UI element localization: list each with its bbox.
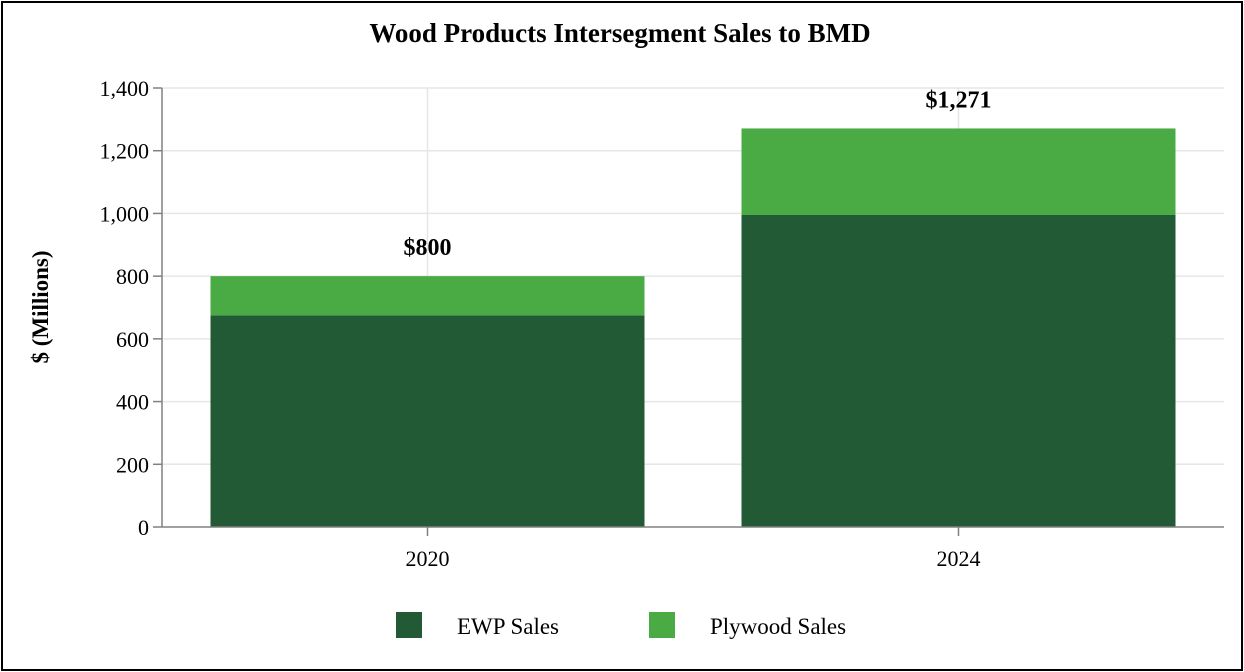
y-tick-label: 200	[116, 452, 149, 477]
legend-label: EWP Sales	[457, 614, 559, 639]
y-tick-label: 1,400	[100, 76, 150, 101]
bar-plywood-sales-2024	[741, 128, 1176, 215]
bar-total-label: $800	[404, 235, 452, 261]
y-tick-label: 1,200	[100, 139, 150, 164]
legend: EWP Sales Plywood Sales	[396, 612, 846, 639]
y-tick-label: 600	[116, 327, 149, 352]
axes: 0 200 400 600 800 1,000 1,200 1,400 2020 2024	[100, 76, 1224, 571]
x-tick-label: 2024	[937, 546, 981, 571]
y-tick-label: 0	[138, 515, 149, 540]
legend-swatch	[649, 612, 675, 638]
bar-ewp-sales-2020	[210, 315, 645, 527]
legend-label: Plywood Sales	[710, 614, 846, 639]
y-axis-label: $ (Millions)	[28, 250, 53, 363]
bar-total-label: $1,271	[926, 87, 992, 113]
y-tick-label: 800	[116, 264, 149, 289]
chart-title: Wood Products Intersegment Sales to BMD	[369, 18, 870, 48]
bar-ewp-sales-2024	[741, 214, 1176, 527]
x-tick-label: 2020	[406, 546, 450, 571]
y-tick-label: 1,000	[100, 201, 150, 226]
bar-plywood-sales-2020	[210, 276, 645, 316]
legend-swatch	[396, 612, 422, 638]
y-tick-label: 400	[116, 390, 149, 415]
bars: $800 $1,271	[210, 87, 1176, 527]
